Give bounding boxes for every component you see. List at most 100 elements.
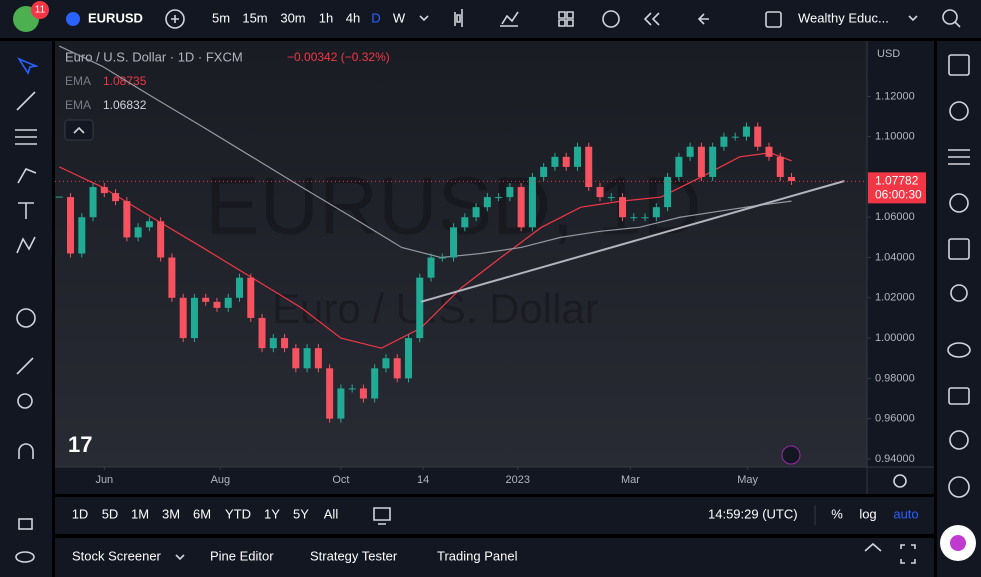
candle [765, 146, 773, 157]
candle [540, 166, 548, 177]
cursor-tool[interactable] [16, 57, 39, 75]
add-symbol[interactable] [165, 9, 185, 29]
candle [709, 146, 717, 177]
x-tick-label: Jun [95, 474, 113, 486]
trend-tool[interactable] [16, 91, 36, 111]
interval[interactable]: W [393, 10, 406, 25]
candle [427, 257, 435, 278]
chart-type-icon[interactable] [454, 9, 463, 27]
visibility-tool[interactable] [15, 551, 35, 563]
calendar-icon[interactable] [948, 238, 970, 260]
price-axis [867, 41, 934, 494]
panel-tab[interactable]: Strategy Tester [310, 548, 398, 563]
watchlist-icon[interactable] [948, 54, 970, 76]
scale-option[interactable]: auto [893, 506, 918, 521]
range-button[interactable]: 1Y [264, 506, 280, 521]
candle [55, 196, 63, 198]
stream-icon[interactable] [948, 476, 970, 498]
interval[interactable]: D [371, 10, 380, 25]
panel-tab[interactable]: Trading Panel [437, 548, 518, 563]
scale-option[interactable]: % [831, 506, 843, 521]
candle [236, 277, 244, 298]
search-handle [954, 21, 961, 28]
panel-tab[interactable]: Stock Screener [72, 548, 162, 563]
chart-title: Euro / U.S. Dollar · 1D · FXCM [65, 49, 243, 64]
range-button[interactable]: 5D [102, 506, 119, 521]
candle [697, 146, 705, 177]
assistant-icon [950, 535, 966, 551]
alert-icon[interactable] [602, 10, 620, 28]
candle [664, 176, 672, 208]
bottom-panel [55, 538, 934, 577]
layout-name[interactable]: Wealthy Educ... [798, 10, 889, 25]
save-icon[interactable] [765, 11, 782, 28]
range-button[interactable]: 1M [131, 506, 149, 521]
events-icon[interactable] [781, 445, 801, 465]
y-tick-label: 0.94000 [875, 453, 915, 465]
layouts-icon[interactable] [558, 11, 574, 27]
settings-icon[interactable] [893, 474, 907, 488]
magnet-tool[interactable] [18, 443, 34, 459]
interval[interactable]: 30m [280, 10, 305, 25]
candle [213, 301, 221, 308]
pattern-tool[interactable] [16, 236, 36, 254]
ruler-tool[interactable] [16, 357, 34, 375]
range-button[interactable]: 5Y [293, 506, 309, 521]
range-button[interactable]: 1D [72, 506, 89, 521]
last-price-box [868, 172, 926, 204]
collapse-legend[interactable] [64, 119, 94, 141]
indicator-value: 1.08735 [103, 74, 147, 88]
zoom-tool[interactable] [17, 393, 33, 409]
y-tick-label: 0.98000 [875, 372, 915, 384]
scale-option[interactable]: log [859, 506, 876, 521]
text-tool[interactable] [18, 202, 34, 219]
currency[interactable]: USD [877, 48, 900, 60]
hotlist-icon[interactable] [949, 193, 969, 213]
flag-icon [66, 12, 80, 26]
help-icon[interactable] [949, 430, 969, 450]
chat-icon[interactable] [947, 342, 971, 358]
indicator-name: EMA [65, 98, 91, 112]
brush-tool[interactable] [17, 167, 37, 184]
candle [483, 197, 491, 208]
candle [416, 277, 424, 339]
candle [754, 126, 762, 147]
replay-icon[interactable] [643, 12, 660, 26]
watermark-subtitle: Euro / U.S. Dollar [272, 285, 599, 332]
candle [528, 176, 536, 228]
interval[interactable]: 1h [319, 10, 333, 25]
indicator-name: EMA [65, 74, 91, 88]
interval[interactable]: 4h [346, 10, 360, 25]
undo-icon[interactable] [697, 13, 709, 25]
candle [123, 201, 131, 238]
candle [731, 136, 739, 138]
indicators-icon[interactable] [500, 11, 519, 27]
interval[interactable]: 15m [242, 10, 267, 25]
messages-icon[interactable] [948, 387, 970, 405]
dropdown-icon [419, 15, 429, 22]
search-icon[interactable] [942, 9, 958, 25]
range-button[interactable]: All [324, 506, 339, 521]
maximize-panel[interactable] [900, 544, 916, 564]
fib-tool[interactable] [15, 129, 37, 145]
range-button[interactable]: YTD [225, 506, 251, 521]
y-tick-label: 1.00000 [875, 332, 915, 344]
range-button[interactable]: 6M [193, 506, 211, 521]
lock-tool[interactable] [18, 518, 33, 530]
candle [573, 146, 581, 167]
candle [742, 126, 750, 137]
panel-tab[interactable]: Pine Editor [210, 548, 274, 563]
emoji-tool[interactable] [16, 308, 36, 328]
range-button[interactable]: 3M [162, 506, 180, 521]
symbol[interactable]: EURUSD [88, 10, 143, 25]
y-tick-label: 1.10000 [875, 131, 915, 143]
candle [562, 156, 570, 167]
expand-panel[interactable] [864, 542, 882, 552]
ideas-icon[interactable] [950, 284, 968, 302]
news-icon[interactable] [948, 149, 970, 165]
ema-line [58, 45, 792, 259]
date-range-icon[interactable] [373, 507, 391, 525]
alerts-icon[interactable] [949, 101, 969, 121]
interval[interactable]: 5m [212, 10, 230, 25]
trendline [420, 180, 845, 303]
